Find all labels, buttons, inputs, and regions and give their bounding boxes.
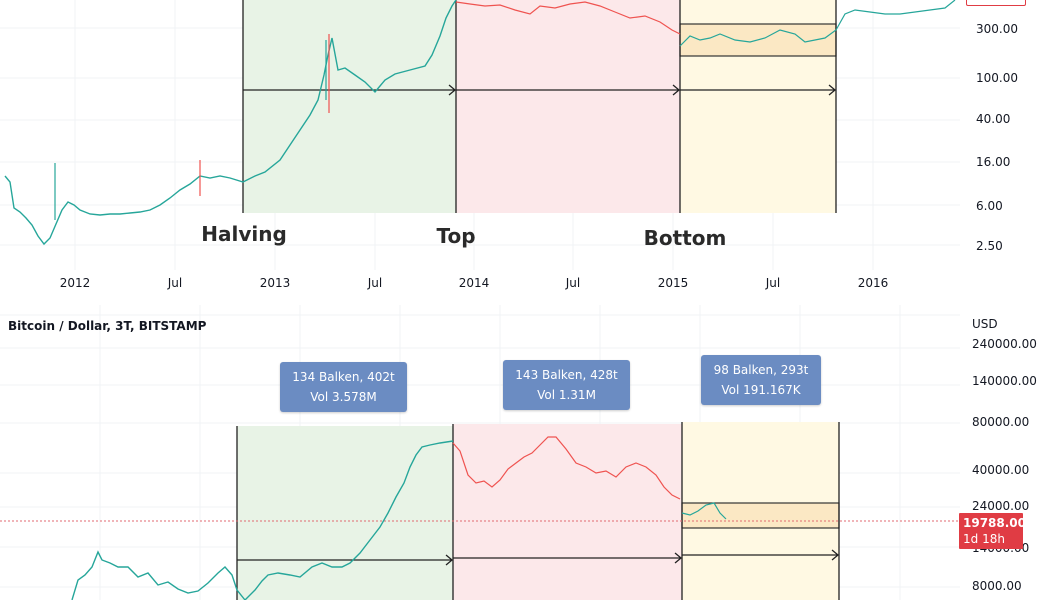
y-axis-label: 8000.00 xyxy=(972,579,1022,593)
bar-countdown: 1d 18h xyxy=(963,532,1005,546)
y-axis-label: 16.00 xyxy=(976,155,1011,169)
measure-box-volume: Vol 3.578M xyxy=(310,390,377,404)
y-axis-label: 100.00 xyxy=(976,71,1018,85)
measure-box-bars: 134 Balken, 402t xyxy=(292,370,395,384)
chart-title: Bitcoin / Dollar, 3T, BITSTAMP xyxy=(8,319,207,333)
y-axis-label: 40000.00 xyxy=(972,463,1030,477)
bottom-chart-canvas[interactable] xyxy=(0,305,1050,600)
current-price-value: 19788.00 xyxy=(963,516,1027,530)
measure-box-volume: Vol 191.167K xyxy=(721,383,801,397)
y-axis-label: 40.00 xyxy=(976,112,1011,126)
currency-label: USD xyxy=(972,317,998,331)
bottom-chart-panel: Bitcoin / Dollar, 3T, BITSTAMP USD 134 B… xyxy=(0,305,1050,600)
top-chart-panel: 300.00 100.00 40.00 16.00 6.00 2.50 Halv… xyxy=(0,0,1050,305)
x-axis-label: 2012 xyxy=(59,276,91,290)
phase-label-bottom: Bottom xyxy=(643,226,727,250)
measure-box-bars: 143 Balken, 428t xyxy=(515,368,618,382)
measure-box-2[interactable]: 143 Balken, 428t Vol 1.31M xyxy=(503,360,630,410)
measure-box-bars: 98 Balken, 293t xyxy=(713,363,809,377)
x-axis-label: 2015 xyxy=(657,276,689,290)
x-axis-label: 2016 xyxy=(857,276,889,290)
y-axis-label: 6.00 xyxy=(976,199,1003,213)
current-price-badge: 19788.00 1d 18h xyxy=(959,513,1027,549)
y-axis-label: 140000.00 xyxy=(972,374,1037,388)
phase-label-top: Top xyxy=(436,224,476,248)
y-axis-label: 24000.00 xyxy=(972,499,1030,513)
x-axis-label: 2014 xyxy=(458,276,490,290)
x-axis-label: 2013 xyxy=(259,276,291,290)
y-axis-label: 80000.00 xyxy=(972,415,1030,429)
phase-label-halving: Halving xyxy=(201,222,287,246)
top-chart-canvas[interactable] xyxy=(0,0,1050,305)
measure-box-volume: Vol 1.31M xyxy=(537,388,596,402)
x-axis-label: Jul xyxy=(367,276,383,290)
x-axis-label: Jul xyxy=(167,276,183,290)
x-axis-label: Jul xyxy=(765,276,781,290)
y-axis-label: 240000.00 xyxy=(972,337,1037,351)
y-axis-label: 2.50 xyxy=(976,239,1003,253)
measure-box-1[interactable]: 134 Balken, 402t Vol 3.578M xyxy=(280,362,407,412)
top-price-badge xyxy=(966,0,1026,6)
y-axis-label: 300.00 xyxy=(976,22,1018,36)
measure-box-3[interactable]: 98 Balken, 293t Vol 191.167K xyxy=(701,355,821,405)
x-axis-label: Jul xyxy=(565,276,581,290)
